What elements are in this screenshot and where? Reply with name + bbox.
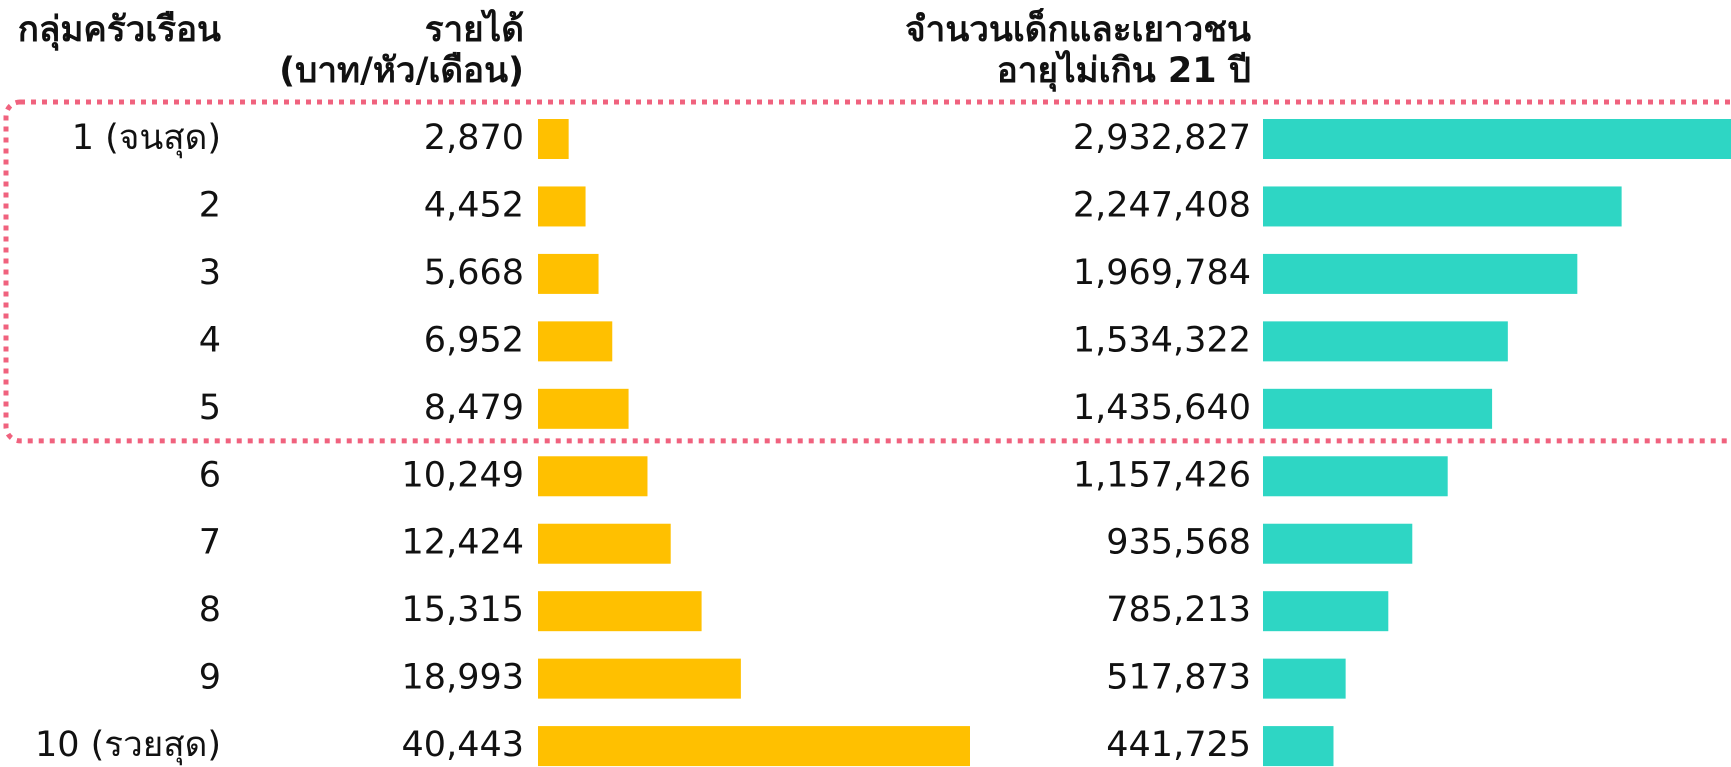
category-label: 6: [199, 455, 221, 495]
value-label: 10,249: [402, 455, 524, 495]
bar: [538, 456, 648, 497]
value-label: 18,993: [402, 658, 524, 698]
bar: [1263, 726, 1334, 767]
series-header: อายุไม่เกิน 21 ปี: [997, 49, 1251, 92]
series-header: (บาท/หัว/เดือน): [279, 51, 524, 91]
category-label: 1 (จนสุด): [72, 118, 221, 158]
bar: [538, 186, 586, 227]
value-label: 8,479: [424, 388, 524, 428]
value-label: 12,424: [402, 523, 524, 563]
bar: [538, 658, 741, 699]
value-label: 4,452: [424, 185, 524, 225]
series-header: จำนวนเด็กและเยาวชน: [905, 7, 1251, 50]
bar: [538, 726, 970, 767]
series-header: รายได้: [425, 8, 524, 50]
highlight-box: [3, 99, 1731, 444]
value-label: 40,443: [402, 725, 524, 765]
value-label: 6,952: [424, 320, 524, 360]
bar: [538, 591, 702, 632]
bar: [1263, 321, 1508, 362]
value-label: 2,870: [424, 118, 524, 158]
category-label: 7: [199, 523, 221, 563]
value-label: 935,568: [1106, 523, 1251, 563]
value-label: 1,534,322: [1073, 320, 1251, 360]
category-label: 4: [199, 320, 221, 360]
bar: [1263, 388, 1493, 429]
category-label: 10 (รวยสุด): [35, 725, 221, 765]
value-label: 1,157,426: [1073, 455, 1251, 495]
bar: [1263, 253, 1578, 294]
value-label: 441,725: [1106, 725, 1251, 765]
value-label: 1,969,784: [1073, 253, 1251, 293]
category-label: 8: [199, 590, 221, 630]
category-header: กลุ่มครัวเรือน: [18, 10, 221, 51]
value-label: 1,435,640: [1073, 388, 1251, 428]
bar: [538, 119, 569, 159]
bar: [1263, 658, 1346, 699]
bar: [538, 253, 599, 294]
bar: [1263, 591, 1389, 632]
value-label: 2,247,408: [1073, 185, 1251, 225]
bar: [538, 523, 671, 564]
category-label: 2: [199, 185, 221, 225]
category-label: 9: [199, 658, 221, 698]
bar: [538, 388, 629, 429]
bar: [1263, 523, 1413, 564]
category-label: 5: [199, 388, 221, 428]
bar: [538, 321, 613, 362]
value-label: 5,668: [424, 253, 524, 293]
category-label: 3: [199, 253, 221, 293]
bar: [1263, 119, 1731, 159]
bar: [1263, 456, 1448, 497]
bar: [1263, 186, 1622, 227]
value-label: 2,932,827: [1073, 118, 1251, 158]
value-label: 15,315: [402, 590, 524, 630]
value-label: 517,873: [1106, 658, 1251, 698]
value-label: 785,213: [1106, 590, 1251, 630]
